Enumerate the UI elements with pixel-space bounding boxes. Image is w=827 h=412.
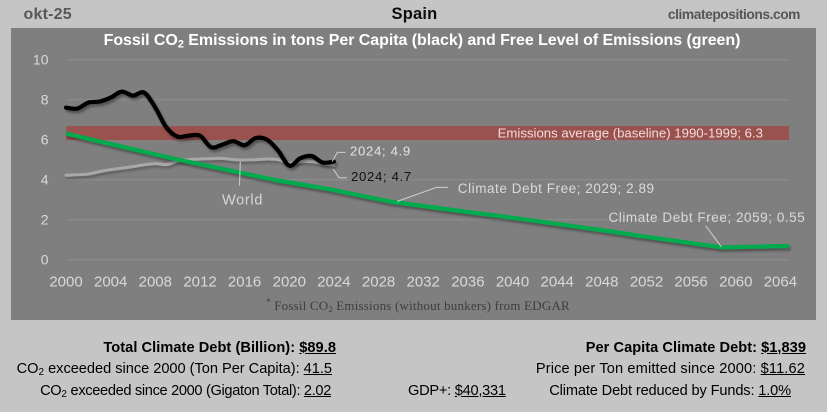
svg-text:2060: 2060	[719, 273, 752, 290]
svg-text:0: 0	[41, 251, 49, 267]
svg-text:2024; 4.7: 2024; 4.7	[351, 169, 412, 184]
svg-text:4: 4	[41, 171, 49, 187]
svg-text:2036: 2036	[451, 273, 484, 290]
svg-text:2024: 2024	[317, 273, 350, 290]
svg-text:Climate Debt Free; 2029; 2.89: Climate Debt Free; 2029; 2.89	[458, 181, 655, 196]
svg-text:2016: 2016	[228, 273, 261, 290]
svg-text:2020: 2020	[273, 273, 306, 290]
svg-text:2056: 2056	[674, 273, 707, 290]
svg-text:Climate Debt Free; 2059; 0.55: Climate Debt Free; 2059; 0.55	[609, 210, 806, 225]
svg-text:2052: 2052	[630, 273, 663, 290]
svg-text:2040: 2040	[496, 273, 529, 290]
svg-text:2028: 2028	[362, 273, 395, 290]
svg-text:8: 8	[41, 91, 49, 107]
svg-text:Emissions average (baseline) 1: Emissions average (baseline) 1990-1999; …	[498, 125, 763, 140]
svg-text:2012: 2012	[183, 273, 216, 290]
svg-text:2064: 2064	[764, 273, 797, 290]
svg-text:2004: 2004	[94, 273, 127, 290]
svg-text:2032: 2032	[407, 273, 440, 290]
svg-text:2: 2	[41, 211, 49, 227]
svg-text:2008: 2008	[139, 273, 172, 290]
svg-text:2000: 2000	[49, 273, 82, 290]
svg-text:10: 10	[33, 51, 49, 67]
svg-text:6: 6	[41, 131, 49, 147]
svg-text:2044: 2044	[541, 273, 574, 290]
svg-text:2024; 4.9: 2024; 4.9	[350, 144, 411, 159]
svg-text:2048: 2048	[585, 273, 618, 290]
svg-text:World: World	[222, 192, 263, 208]
